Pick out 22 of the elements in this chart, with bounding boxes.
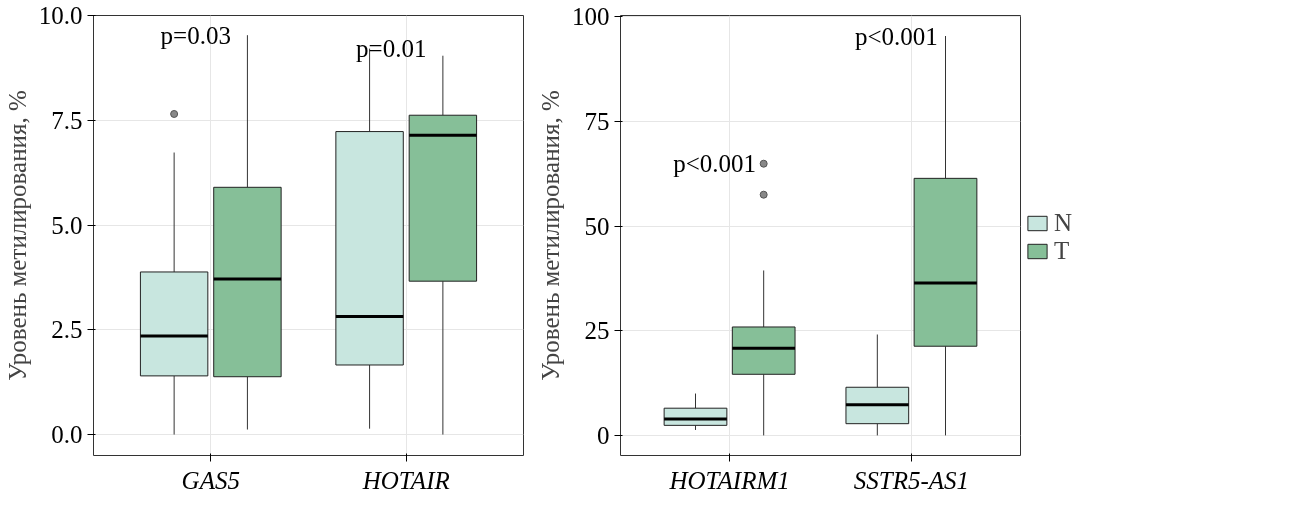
y-tick-label: 5.0	[51, 211, 83, 239]
annotation: p=0.01	[356, 35, 427, 63]
x-tick-label: SSTR5-AS1	[853, 466, 970, 494]
y-tick-label: 0.0	[51, 421, 83, 449]
y-tick-label: 0	[597, 421, 610, 449]
legend-label: N	[1054, 209, 1074, 237]
y-tick-label: 100	[572, 3, 610, 31]
y-tick-label: 7.5	[51, 106, 83, 134]
annotation: p<0.001	[673, 150, 757, 178]
legend-label: T	[1054, 237, 1071, 265]
annotation: p=0.03	[160, 21, 231, 49]
x-tick-label: HOTAIRM1	[668, 466, 790, 494]
y-axis-title: Уровень метилирования, %	[537, 90, 564, 381]
x-tick-label: GAS5	[181, 466, 240, 494]
y-axis-title: Уровень метилирования, %	[3, 90, 31, 381]
annotation: p<0.001	[854, 22, 938, 50]
x-tick-label: HOTAIR	[361, 466, 450, 494]
y-tick-label: 2.5	[51, 316, 83, 344]
y-tick-label: 50	[584, 212, 610, 240]
y-tick-label: 10.0	[38, 2, 83, 29]
y-tick-label: 25	[584, 317, 610, 345]
y-tick-label: 75	[584, 107, 610, 135]
